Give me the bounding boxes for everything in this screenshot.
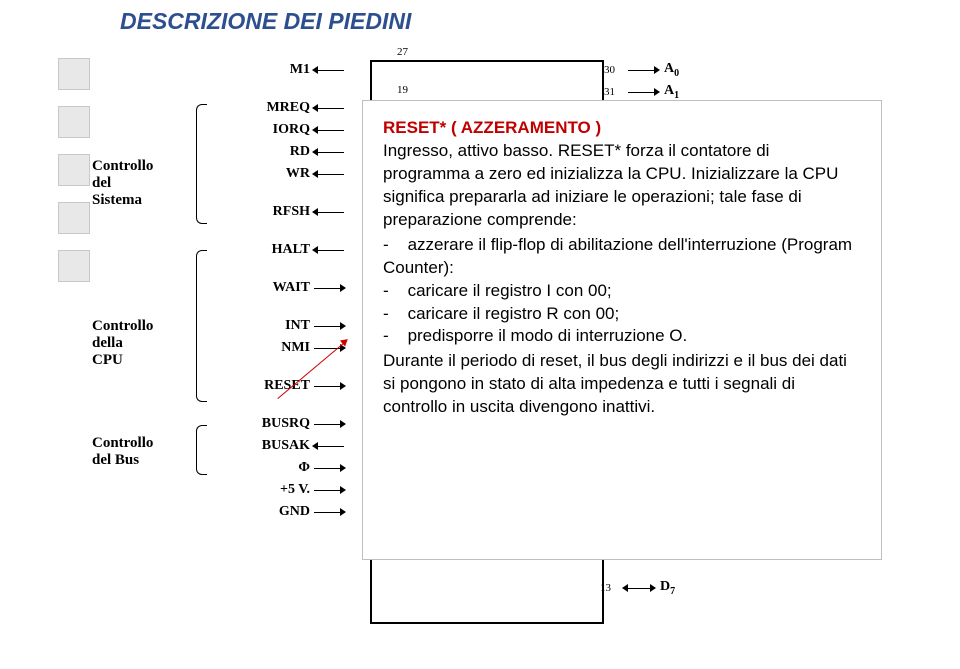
text: CPU bbox=[92, 352, 153, 369]
arrow-icon bbox=[314, 446, 344, 447]
pin-row: INT16 bbox=[240, 316, 380, 336]
arrow-icon bbox=[628, 92, 658, 93]
pin-name: WR bbox=[240, 166, 314, 182]
pin-name: NMI bbox=[240, 340, 314, 356]
pin-row: M127 bbox=[240, 60, 380, 80]
overlay-list-item: caricare il registro I con 00; bbox=[383, 280, 861, 303]
pin-name: RD bbox=[240, 144, 314, 160]
pin-name: RESET bbox=[240, 378, 314, 394]
pin-row: 31A1 bbox=[604, 82, 679, 102]
square-icon bbox=[58, 58, 90, 90]
pin-row: BUSRQ25 bbox=[240, 414, 380, 434]
pin-number: 27 bbox=[397, 46, 408, 58]
pin-row: WR22 bbox=[240, 164, 380, 184]
description-overlay: RESET* ( AZZERAMENTO ) Ingresso, attivo … bbox=[362, 100, 882, 560]
text: Controllo bbox=[92, 158, 153, 175]
arrow-icon bbox=[314, 424, 344, 425]
arrow-icon bbox=[314, 70, 344, 71]
pin-name: RFSH bbox=[240, 204, 314, 220]
pin-row: 13D7 bbox=[600, 578, 675, 598]
arrow-icon bbox=[314, 152, 344, 153]
arrow-icon bbox=[314, 212, 344, 213]
arrow-icon bbox=[624, 588, 654, 589]
pin-name: INT bbox=[240, 318, 314, 334]
pin-row: RESET26 bbox=[240, 376, 380, 396]
pin-name: WAIT bbox=[240, 280, 314, 296]
group-label-cpu: Controllo della CPU bbox=[92, 318, 153, 369]
arrow-icon bbox=[314, 490, 344, 491]
bracket-icon bbox=[196, 250, 207, 402]
pin-name: M1 bbox=[240, 62, 314, 78]
pin-row: WAIT24 bbox=[240, 278, 380, 298]
pin-name: BUSRQ bbox=[240, 416, 314, 432]
pin-row: HALT18 bbox=[240, 240, 380, 260]
pin-number: 30 bbox=[604, 64, 628, 76]
pin-name: HALT bbox=[240, 242, 314, 258]
text: della bbox=[92, 335, 153, 352]
overlay-list-item: caricare il registro R con 00; bbox=[383, 303, 861, 326]
arrow-icon bbox=[314, 250, 344, 251]
overlay-list: azzerare il flip-flop di abilitazione de… bbox=[383, 234, 861, 349]
pin-row: +5 V.11 bbox=[240, 480, 380, 500]
overlay-header: RESET* ( AZZERAMENTO ) bbox=[383, 117, 861, 140]
pin-row: IORQ20 bbox=[240, 120, 380, 140]
pin-row: NMI17 bbox=[240, 338, 380, 358]
text: del Bus bbox=[92, 452, 153, 469]
pin-name: BUSAK bbox=[240, 438, 314, 454]
arrow-icon bbox=[314, 326, 344, 327]
pin-row: 30A0 bbox=[604, 60, 679, 80]
text: del bbox=[92, 175, 153, 192]
square-icon bbox=[58, 250, 90, 282]
pin-row: Φ6 bbox=[240, 458, 380, 478]
page-title: DESCRIZIONE DEI PIEDINI bbox=[120, 8, 411, 35]
pin-name: Φ bbox=[240, 460, 314, 476]
right-pins-bottom: 13D7 bbox=[600, 578, 675, 600]
arrow-icon bbox=[314, 468, 344, 469]
arrow-icon bbox=[314, 288, 344, 289]
pin-row: RD21 bbox=[240, 142, 380, 162]
pin-number: 19 bbox=[397, 84, 408, 96]
group-label-sistema: Controllo del Sistema bbox=[92, 158, 153, 209]
overlay-list-item: azzerare il flip-flop di abilitazione de… bbox=[383, 234, 861, 280]
arrow-icon bbox=[628, 70, 658, 71]
pin-row: MREQ19 bbox=[240, 98, 380, 118]
square-icon bbox=[58, 106, 90, 138]
pin-number: 31 bbox=[604, 86, 628, 98]
overlay-list-item: predisporre il modo di interruzione O. bbox=[383, 325, 861, 348]
group-label-bus: Controllo del Bus bbox=[92, 435, 153, 469]
bracket-icon bbox=[196, 104, 207, 224]
arrow-icon bbox=[314, 512, 344, 513]
square-icon bbox=[58, 154, 90, 186]
arrow-icon bbox=[314, 108, 344, 109]
pin-row: GND29 bbox=[240, 502, 380, 522]
arrow-icon bbox=[314, 130, 344, 131]
pin-row: BUSAK23 bbox=[240, 436, 380, 456]
text: Controllo bbox=[92, 318, 153, 335]
pin-name: MREQ bbox=[240, 100, 314, 116]
decorative-squares bbox=[58, 58, 90, 298]
bracket-icon bbox=[196, 425, 207, 475]
left-pins: M127 MREQ19IORQ20RD21WR22 RFSH28 HALT18 WAIT… bbox=[240, 60, 380, 524]
overlay-text: Durante il periodo di reset, il bus degl… bbox=[383, 351, 847, 416]
square-icon bbox=[58, 202, 90, 234]
pin-name: +5 V. bbox=[240, 482, 314, 498]
text: Controllo bbox=[92, 435, 153, 452]
pin-name: IORQ bbox=[240, 122, 314, 138]
text: Sistema bbox=[92, 192, 153, 209]
arrow-icon bbox=[314, 386, 344, 387]
arrow-icon bbox=[314, 174, 344, 175]
pin-name: GND bbox=[240, 504, 314, 520]
pin-row: RFSH28 bbox=[240, 202, 380, 222]
